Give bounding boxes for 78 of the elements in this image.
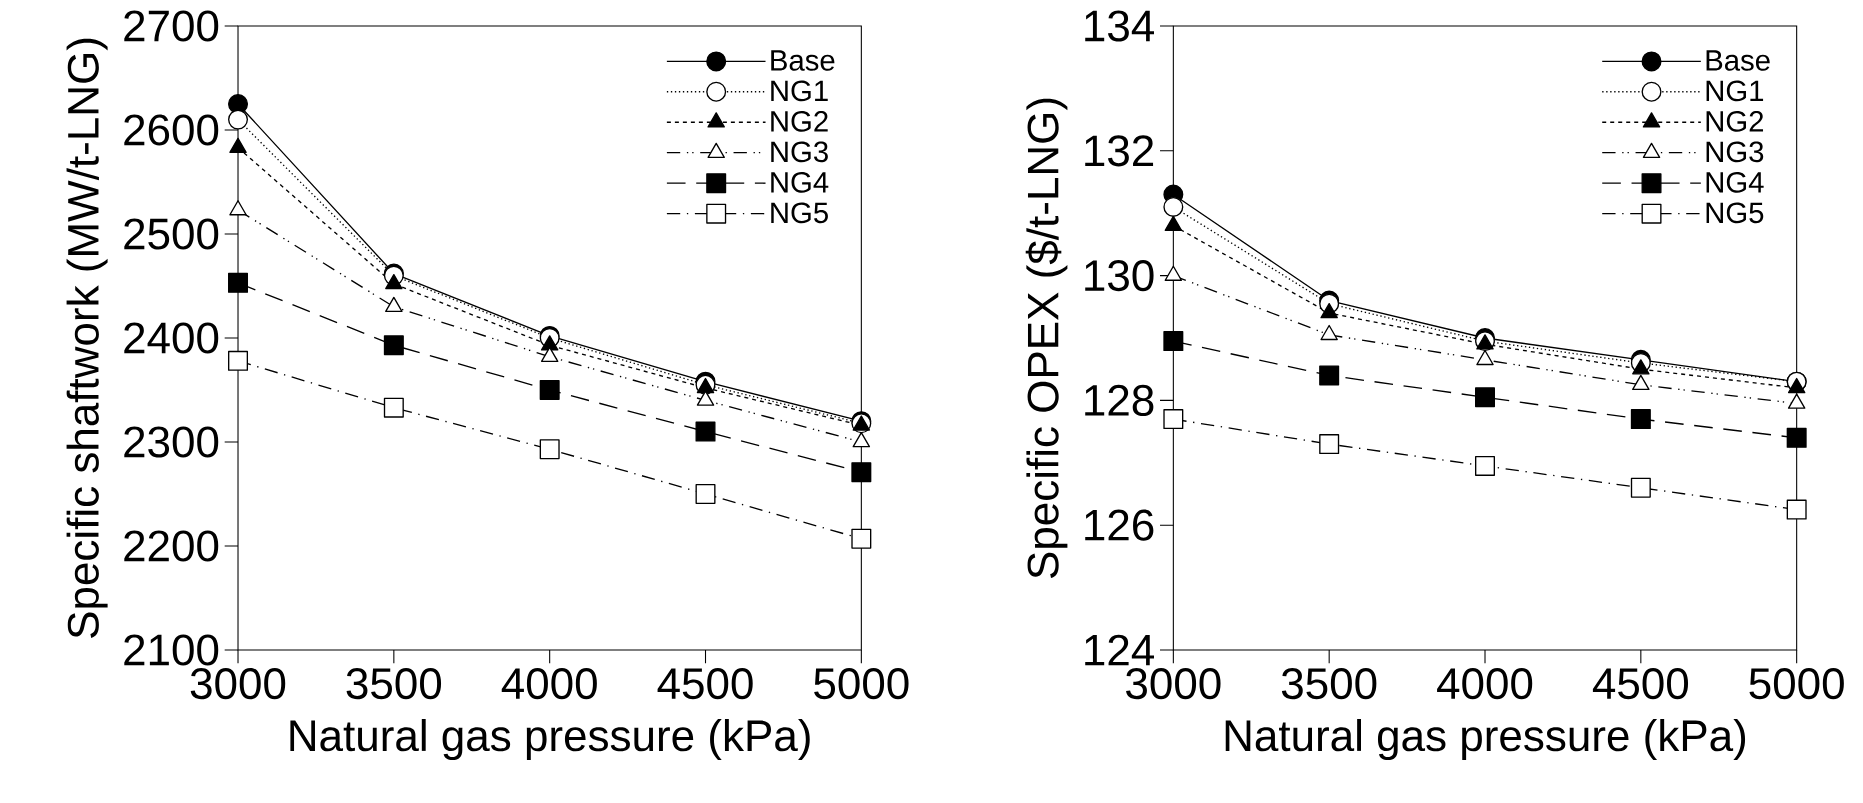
x-tick-label: 3500 <box>346 668 442 700</box>
y-tick-label: 132 <box>1085 135 1154 167</box>
point <box>1163 196 1184 217</box>
legend-label: NG2 <box>771 110 828 132</box>
point <box>385 273 403 290</box>
point <box>539 439 560 460</box>
x-tick-label: 4000 <box>1437 668 1533 700</box>
x-axis-title: Natural gas pressure (kPa) <box>290 719 810 761</box>
point <box>228 109 249 130</box>
legend-label: NG4 <box>771 171 829 193</box>
point <box>385 296 403 313</box>
y-tick-label: 2200 <box>124 530 219 562</box>
point <box>1320 324 1338 341</box>
point <box>1787 377 1806 394</box>
legend-label: NG2 <box>1706 110 1764 132</box>
point <box>696 390 715 406</box>
legend-label: NG1 <box>771 80 828 102</box>
point <box>540 335 559 351</box>
point <box>383 397 404 418</box>
point <box>1319 434 1340 455</box>
x-tick-label: 4000 <box>501 668 597 700</box>
point <box>1632 374 1650 391</box>
y-axis-title: Specific shaftwork (MW/t-LNG) <box>66 38 108 638</box>
y-tick-label: 130 <box>1085 260 1154 292</box>
y-tick-label: 2500 <box>124 218 219 250</box>
point <box>1786 427 1807 448</box>
x-tick-label: 3000 <box>1126 668 1221 700</box>
y-tick-label: 2400 <box>124 322 219 354</box>
x-tick-label: 5000 <box>1749 668 1844 700</box>
point <box>228 350 249 371</box>
x-tick-label: 3500 <box>1281 668 1377 700</box>
y-tick-label: 2300 <box>124 426 219 458</box>
point <box>1475 455 1496 476</box>
x-tick-label: 4500 <box>657 668 753 700</box>
point <box>228 272 249 293</box>
x-tick-label: 5000 <box>814 668 909 700</box>
legend-label: NG5 <box>771 202 828 224</box>
point <box>851 528 872 549</box>
x-axis-title: Natural gas pressure (kPa) <box>1225 719 1746 761</box>
y-tick-label: 2600 <box>124 114 219 146</box>
y-tick-label: 2700 <box>124 10 219 42</box>
point <box>695 483 716 504</box>
y-tick-label: 124 <box>1085 634 1154 666</box>
point <box>851 462 872 483</box>
point <box>383 335 404 356</box>
point <box>1164 215 1183 232</box>
point <box>1164 265 1183 281</box>
y-tick-label: 128 <box>1085 384 1154 416</box>
point <box>695 421 716 442</box>
point <box>1476 349 1494 366</box>
x-tick-label: 3000 <box>190 668 286 700</box>
point <box>540 346 559 363</box>
point <box>1319 365 1340 386</box>
point <box>1163 331 1184 352</box>
point <box>852 431 871 448</box>
x-tick-label: 4500 <box>1592 668 1689 700</box>
legend-label: Base <box>771 50 835 71</box>
point <box>1787 393 1806 409</box>
legend-label: NG4 <box>1706 171 1764 193</box>
point <box>539 379 560 400</box>
legend-label: NG5 <box>1706 202 1764 224</box>
point <box>1475 387 1496 408</box>
point <box>1630 409 1651 430</box>
point <box>1632 359 1650 375</box>
legend-label: NG3 <box>771 141 828 163</box>
y-axis-title: Specific OPEX ($/t-LNG) <box>1025 98 1068 579</box>
point <box>229 200 247 216</box>
y-tick-label: 134 <box>1085 10 1154 42</box>
legend-label: NG3 <box>1706 141 1764 163</box>
y-tick-label: 2100 <box>124 634 219 666</box>
legend-label: Base <box>1706 50 1770 71</box>
y-tick-label: 126 <box>1085 509 1154 541</box>
point <box>1163 409 1184 430</box>
point <box>1786 499 1807 520</box>
legend-label: NG1 <box>1706 80 1764 102</box>
point <box>1320 303 1338 319</box>
point <box>229 137 247 154</box>
point <box>1630 477 1651 498</box>
